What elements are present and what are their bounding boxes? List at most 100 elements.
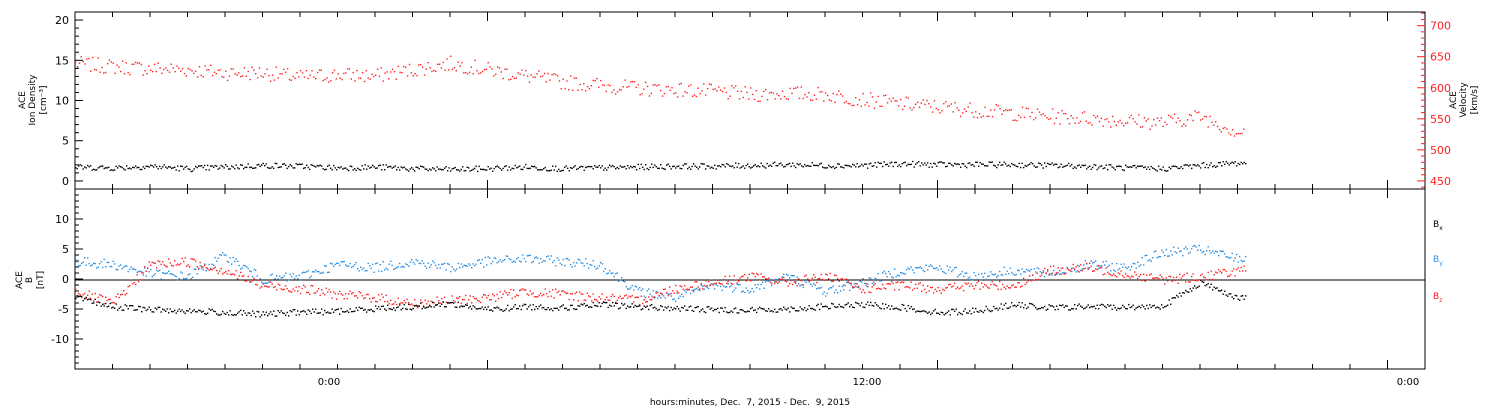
by-point	[826, 292, 828, 295]
density-point	[687, 168, 689, 170]
density-point	[204, 164, 206, 167]
bz-point	[1135, 274, 1137, 276]
density-point	[828, 164, 830, 167]
velocity-point	[249, 78, 251, 81]
density-point	[1198, 165, 1200, 167]
density-point	[325, 168, 327, 170]
density-point	[1237, 162, 1239, 165]
bx-point	[331, 308, 333, 310]
by-point	[193, 268, 195, 270]
field-legend: Bx By Bz	[1433, 220, 1443, 304]
density-point	[673, 165, 675, 167]
bx-point	[679, 310, 681, 312]
bx-point	[154, 307, 156, 309]
velocity-point	[1188, 114, 1191, 116]
velocity-point	[123, 73, 126, 75]
by-point	[135, 268, 137, 271]
bx-point	[400, 308, 402, 311]
velocity-point	[112, 62, 114, 64]
by-point	[1224, 253, 1226, 255]
bz-point	[145, 270, 147, 272]
by-point	[502, 259, 504, 262]
bz-point	[772, 279, 774, 281]
density-point	[895, 161, 897, 164]
bz-point	[805, 274, 807, 276]
bx-point	[1164, 306, 1166, 308]
velocity-point	[391, 68, 394, 70]
bx-point	[868, 304, 870, 307]
bx-point	[771, 310, 773, 312]
velocity-point	[834, 101, 836, 104]
velocity-point	[873, 107, 876, 109]
bx-point	[694, 307, 696, 309]
bz-point	[480, 301, 482, 304]
velocity-point	[958, 109, 960, 111]
bz-point	[763, 276, 765, 278]
bx-point	[1156, 306, 1158, 308]
density-point	[1120, 165, 1122, 168]
velocity-point	[420, 63, 422, 66]
density-point	[876, 166, 878, 168]
bz-point	[868, 291, 870, 293]
by-point	[517, 256, 519, 259]
velocity-point	[517, 72, 519, 74]
density-point	[483, 168, 485, 171]
bx-point	[1029, 302, 1031, 305]
density-point	[289, 164, 291, 166]
density-point	[913, 166, 915, 168]
bz-point	[400, 302, 402, 304]
bz-point	[436, 296, 438, 298]
density-point	[90, 165, 92, 167]
velocity-point	[1080, 120, 1082, 123]
bz-point	[163, 264, 165, 266]
density-point	[1081, 164, 1083, 166]
velocity-point	[847, 102, 849, 105]
bx-point	[165, 310, 167, 312]
by-point	[295, 275, 297, 277]
density-point	[552, 165, 554, 167]
density-label-line3: [cm⁻³]	[39, 85, 49, 114]
bx-point	[753, 309, 755, 312]
velocity-point	[526, 75, 529, 77]
density-point	[279, 166, 281, 168]
field-tick-label: 5	[62, 243, 69, 256]
density-point	[798, 164, 800, 166]
by-point	[1230, 256, 1232, 259]
density-point	[396, 169, 398, 171]
bz-point	[232, 273, 234, 275]
bz-point	[375, 300, 377, 303]
density-point	[235, 164, 237, 166]
density-point	[1182, 167, 1184, 170]
by-point	[82, 261, 84, 263]
bx-point	[1225, 294, 1227, 296]
velocity-point	[763, 90, 765, 93]
bz-point	[786, 281, 788, 283]
bx-point	[180, 310, 182, 313]
by-point	[1203, 250, 1205, 253]
by-point	[738, 284, 740, 286]
density-point	[244, 166, 246, 168]
bx-point	[1008, 307, 1010, 309]
bx-point	[102, 303, 104, 306]
density-point	[627, 164, 629, 167]
bz-point	[88, 290, 90, 292]
bx-point	[229, 310, 231, 312]
bx-point	[820, 303, 822, 305]
density-point	[1212, 166, 1214, 168]
by-point	[927, 269, 929, 271]
bx-point	[1209, 286, 1211, 288]
velocity-point	[703, 83, 705, 85]
by-point	[1024, 271, 1026, 273]
density-point	[145, 165, 147, 167]
velocity-point	[888, 98, 891, 100]
density-point	[919, 165, 921, 167]
by-point	[925, 264, 927, 266]
density-point	[1234, 161, 1236, 163]
by-point	[178, 277, 180, 280]
bx-point	[843, 306, 845, 309]
velocity-point	[946, 105, 949, 108]
bx-point	[406, 308, 408, 311]
by-point	[585, 258, 587, 260]
bz-point	[291, 291, 293, 293]
bz-point	[192, 258, 194, 260]
